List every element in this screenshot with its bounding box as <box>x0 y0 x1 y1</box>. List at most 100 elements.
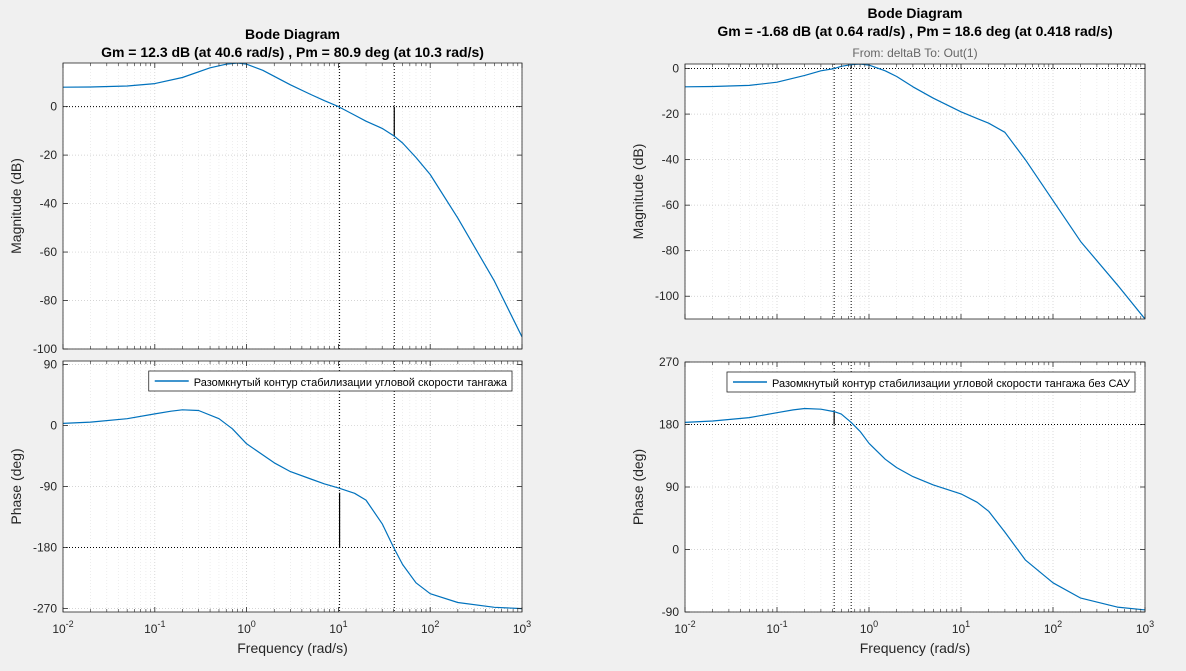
x-tick-label: 103 <box>513 619 531 636</box>
magnitude-curve-1 <box>63 63 522 338</box>
tick-exponent: 0 <box>251 619 256 629</box>
phase-panel: 270 180 90 0 -90 Phase (deg) Разомкнутый конту… <box>630 355 1146 619</box>
tick-exponent: 2 <box>1057 619 1062 629</box>
magnitude-axes-box <box>684 63 1146 320</box>
magnitude-margin-markers <box>63 63 522 349</box>
x-tick-label: 10-2 <box>674 619 695 636</box>
tick-exponent: 3 <box>526 619 531 629</box>
y-tick-label: -20 <box>662 107 680 121</box>
y-axis-label: Phase (deg) <box>630 449 646 525</box>
legend-box <box>726 371 1136 393</box>
tick-base: 10 <box>860 622 874 636</box>
y-axis-label: Phase (deg) <box>8 448 24 524</box>
tick-exponent: 1 <box>965 619 970 629</box>
phase-margin-markers <box>685 362 1145 612</box>
tick-exponent: 3 <box>1149 619 1154 629</box>
phase-curve-1 <box>685 407 1145 611</box>
magnitude-minor-grid <box>712 64 1142 319</box>
tick-base: 10 <box>1136 622 1150 636</box>
magnitude-panel: 0 -20 -40 -60 -80 -100 Magnitude (dB) <box>8 62 523 356</box>
tick-exponent: -1 <box>780 619 788 629</box>
y-tick-label: -90 <box>40 480 58 494</box>
tick-exponent: 1 <box>343 619 348 629</box>
magnitude-plot-area <box>685 64 1145 319</box>
y-tick-label: -100 <box>655 289 679 303</box>
x-tick-label: 101 <box>329 619 347 636</box>
x-tick-label: 103 <box>1136 619 1154 636</box>
legend-label: Разомкнутый контур стабилизации угловой … <box>194 377 508 389</box>
tick-exponent: 0 <box>873 619 878 629</box>
x-tick-label: 10-2 <box>52 619 73 636</box>
bode-chart-1: Bode Diagram Gm = 12.3 dB (at 40.6 rad/s)… <box>8 26 531 656</box>
x-tick-label: 102 <box>421 619 439 636</box>
x-tick-label: 10-1 <box>766 619 787 636</box>
y-tick-label: 90 <box>44 357 58 371</box>
y-tick-label: -270 <box>33 602 57 616</box>
tick-base: 10 <box>952 622 966 636</box>
phase-ticks <box>684 361 1146 613</box>
tick-base: 10 <box>237 622 251 636</box>
x-tick-label: 100 <box>860 619 878 636</box>
chart-subtitle: Gm = 12.3 dB (at 40.6 rad/s) , Pm = 80.9… <box>101 44 484 60</box>
chart-title: Bode Diagram <box>868 5 963 21</box>
y-tick-label: 0 <box>50 418 57 432</box>
legend-label: Разомкнутый контур стабилизации угловой … <box>772 378 1131 390</box>
magnitude-plot-area <box>63 63 522 349</box>
magnitude-ticks <box>62 63 523 350</box>
y-tick-label: -40 <box>40 197 58 211</box>
tick-base: 10 <box>1044 622 1058 636</box>
x-tick-label: 100 <box>237 619 255 636</box>
legend-box <box>148 370 513 392</box>
y-tick-label: -80 <box>40 294 58 308</box>
phase-plot-area <box>63 361 522 612</box>
phase-margin-markers <box>63 361 522 612</box>
y-tick-label: 0 <box>672 543 679 557</box>
y-tick-label: -180 <box>33 541 57 555</box>
x-axis-label: Frequency (rad/s) <box>237 640 347 656</box>
bode-chart-2: Bode Diagram Gm = -1.68 dB (at 0.64 rad/s… <box>630 5 1154 656</box>
tick-exponent: -1 <box>157 619 165 629</box>
phase-plot-area <box>685 362 1145 612</box>
y-tick-label: 270 <box>659 355 679 369</box>
x-tick-label: 101 <box>952 619 970 636</box>
y-axis-label: Magnitude (dB) <box>8 158 24 254</box>
y-tick-label: -20 <box>40 148 58 162</box>
tick-base: 10 <box>513 622 527 636</box>
x-tick-label: 10-1 <box>144 619 165 636</box>
tick-base: 10 <box>329 622 343 636</box>
y-tick-label: -40 <box>662 153 680 167</box>
tick-base: 10 <box>52 622 66 636</box>
y-tick-label: -100 <box>33 342 57 356</box>
tick-base: 10 <box>674 622 688 636</box>
chart-subtitle: Gm = -1.68 dB (at 0.64 rad/s) , Pm = 18.… <box>717 23 1112 39</box>
y-tick-label: 90 <box>666 480 680 494</box>
phase-ticks <box>62 361 523 612</box>
magnitude-panel: 0 -20 -40 -60 -80 -100 Magnitude (dB) <box>630 62 1146 320</box>
legend: Разомкнутый контур стабилизации угловой … <box>148 370 513 392</box>
y-tick-label: 180 <box>659 418 679 432</box>
y-axis-label: Magnitude (dB) <box>630 144 646 240</box>
tick-base: 10 <box>766 622 780 636</box>
phase-curve-1 <box>63 409 522 610</box>
y-tick-label: -90 <box>662 605 680 619</box>
y-tick-label: -60 <box>40 245 58 259</box>
y-tick-label: 0 <box>672 62 679 76</box>
tick-exponent: 2 <box>434 619 439 629</box>
magnitude-ticks <box>684 64 1146 319</box>
tick-exponent: -2 <box>688 619 696 629</box>
tick-base: 10 <box>144 622 158 636</box>
y-tick-label: 0 <box>50 100 57 114</box>
x-axis-label: Frequency (rad/s) <box>860 640 970 656</box>
x-tick-label: 102 <box>1044 619 1062 636</box>
legend: Разомкнутый контур стабилизации угловой … <box>726 371 1136 393</box>
phase-panel: 90 0 -90 -180 -270 Phase (deg) Разомкнутый кон… <box>8 357 523 616</box>
tick-exponent: -2 <box>66 619 74 629</box>
tick-base: 10 <box>421 622 435 636</box>
magnitude-axes-box <box>62 62 523 350</box>
magnitude-margin-markers <box>685 64 1145 319</box>
magnitude-curve-1 <box>685 64 1145 319</box>
chart-title: Bode Diagram <box>245 26 340 42</box>
io-label: From: deltaB To: Out(1) <box>852 46 977 60</box>
y-tick-label: -60 <box>662 198 680 212</box>
